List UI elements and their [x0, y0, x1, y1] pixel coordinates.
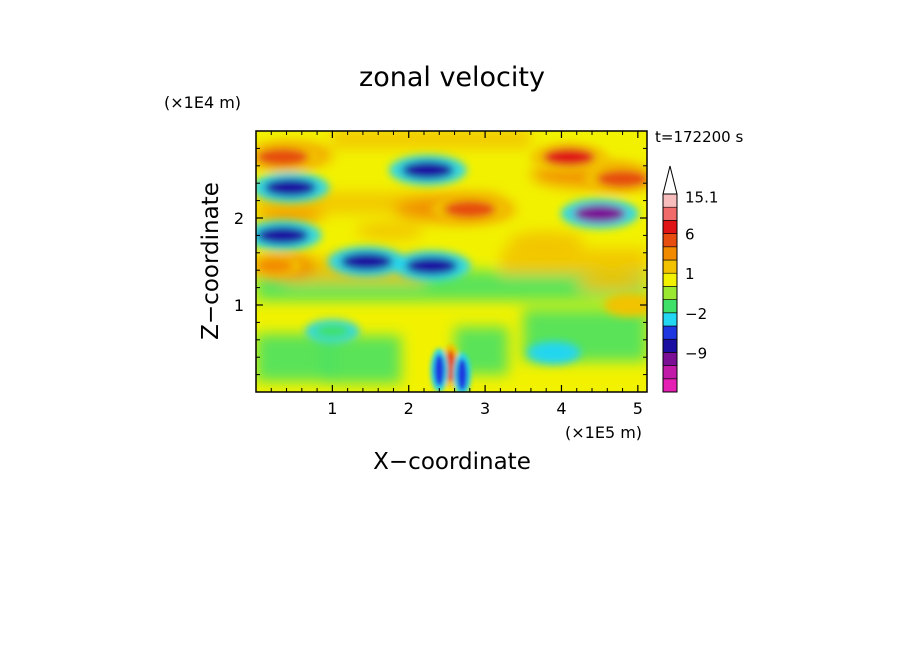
- x-tick-label: 4: [556, 399, 566, 418]
- y-scale-label: (×1E4 m): [164, 93, 241, 112]
- colorbar-segment: [662, 233, 678, 248]
- field-feature: [264, 178, 317, 197]
- colorbar: 15.1 6 1 −2 −9: [662, 165, 718, 393]
- chart-title: zonal velocity: [359, 62, 545, 93]
- field-feature: [535, 345, 572, 360]
- field-band: [500, 248, 647, 275]
- field-feature: [257, 258, 294, 273]
- colorbar-extend-arrow: [662, 165, 678, 195]
- field-feature: [256, 226, 309, 245]
- field-feature: [443, 200, 496, 219]
- x-tick-label: 1: [327, 399, 337, 418]
- colorbar-label: −2: [685, 305, 707, 323]
- colorbar-label: 6: [685, 226, 695, 244]
- field-streak: [355, 222, 425, 240]
- colorbar-segment: [662, 246, 678, 261]
- field-band: [324, 335, 402, 384]
- plot-frame: [255, 130, 648, 393]
- colorbar-segment: [662, 325, 678, 340]
- x-tick-label: 5: [633, 399, 643, 418]
- colorbar-segment: [662, 338, 678, 353]
- velocity-field: [256, 131, 647, 392]
- colorbar-segment: [662, 352, 678, 366]
- field-feature: [340, 252, 393, 271]
- colorbar-segment: [662, 378, 678, 393]
- x-axis-title: X−coordinate: [373, 449, 531, 475]
- field-feature: [596, 169, 647, 188]
- field-streak: [576, 274, 647, 292]
- colorbar-segment: [662, 193, 678, 208]
- field-streak: [508, 231, 585, 253]
- colorbar-label: 15.1: [685, 189, 718, 207]
- field-band: [332, 131, 531, 149]
- x-tick-label: 2: [404, 399, 414, 418]
- field-feature: [434, 354, 445, 387]
- field-feature: [401, 161, 454, 180]
- field-feature: [612, 298, 647, 312]
- field-feature: [543, 148, 596, 167]
- field-feature: [457, 358, 468, 391]
- y-axis-title: Z−coordinate: [198, 182, 224, 340]
- field-band: [256, 333, 333, 382]
- colorbar-segment: [662, 286, 678, 300]
- field-feature: [405, 256, 458, 275]
- y-tick-label: 1: [234, 296, 244, 315]
- colorbar-label: −9: [685, 344, 707, 362]
- colorbar-frame: [662, 193, 678, 393]
- colorbar-segment: [662, 299, 678, 314]
- colorbar-segment: [662, 365, 678, 380]
- y-tick-label: 2: [234, 209, 244, 228]
- x-axis: 1 2 3 4 5: [270, 131, 643, 418]
- colorbar-label: 1: [685, 265, 695, 283]
- colorbar-segment: [662, 206, 678, 221]
- x-tick-label: 3: [480, 399, 490, 418]
- field-feature: [314, 324, 351, 339]
- colorbar-segment: [662, 220, 678, 234]
- colorbar-segment: [662, 272, 678, 287]
- colorbar-segment: [662, 312, 678, 327]
- time-label: t=172200 s: [655, 128, 743, 146]
- field-streak: [256, 209, 325, 223]
- colorbar-segment: [662, 259, 678, 274]
- y-axis: 12: [234, 147, 647, 376]
- field-feature: [256, 148, 309, 167]
- field-feature: [573, 204, 626, 223]
- x-scale-label: (×1E5 m): [565, 423, 642, 442]
